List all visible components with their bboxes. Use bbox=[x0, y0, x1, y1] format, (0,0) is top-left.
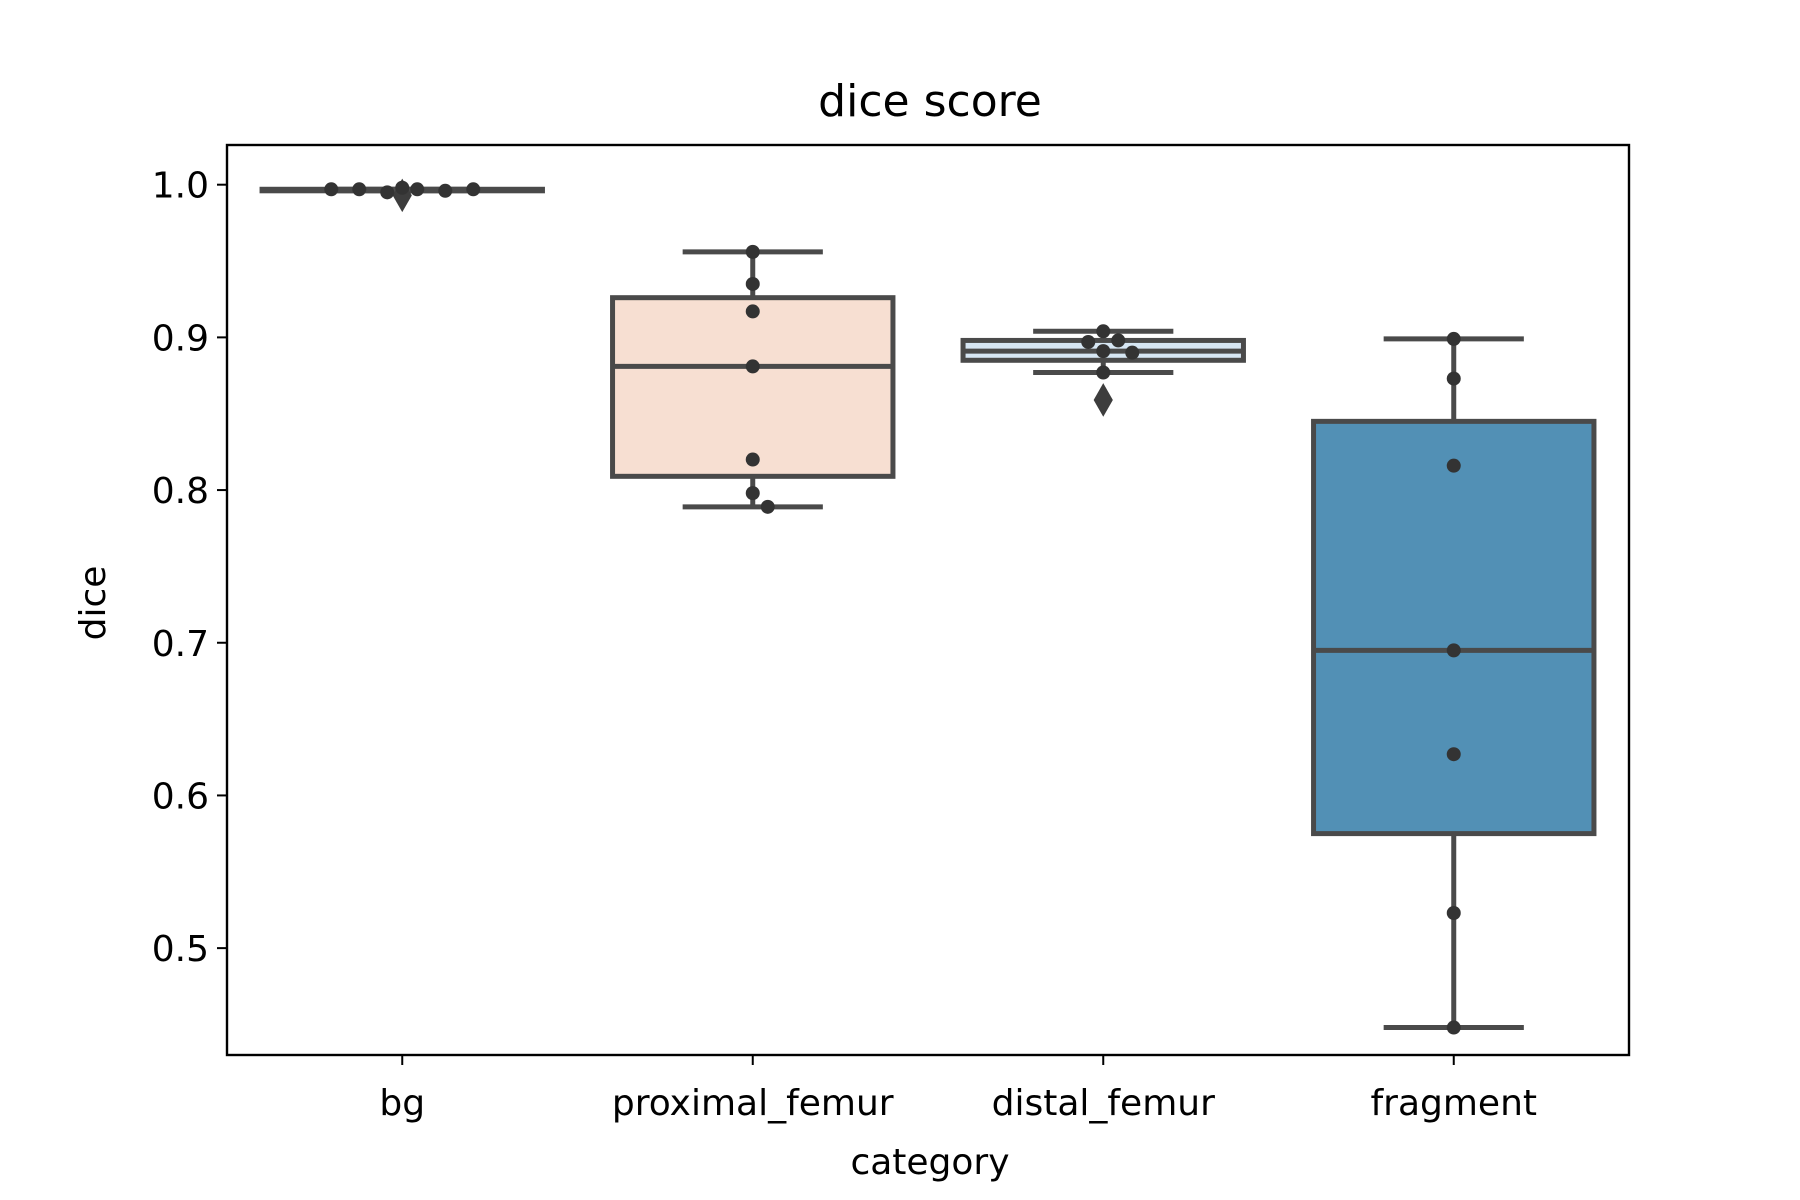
data-point bbox=[745, 244, 760, 259]
data-point bbox=[324, 182, 339, 197]
data-point bbox=[438, 183, 453, 198]
outlier-marker bbox=[1093, 383, 1113, 417]
box-fragment bbox=[1311, 418, 1597, 837]
box-group-bg bbox=[259, 178, 545, 213]
data-point bbox=[1096, 365, 1111, 380]
y-tick-label: 0.9 bbox=[152, 318, 209, 359]
data-point bbox=[1446, 371, 1461, 386]
data-point bbox=[1081, 334, 1096, 349]
data-point bbox=[1446, 643, 1461, 658]
data-point bbox=[745, 452, 760, 467]
boxes-layer bbox=[259, 178, 1597, 1035]
data-point bbox=[745, 304, 760, 319]
y-tick-label: 0.6 bbox=[152, 776, 209, 817]
data-point bbox=[745, 359, 760, 374]
data-point bbox=[1111, 333, 1126, 348]
y-axis-label: dice bbox=[73, 566, 114, 641]
y-tick-label: 0.7 bbox=[152, 624, 209, 665]
y-tick-label: 0.5 bbox=[152, 929, 209, 970]
data-point bbox=[1096, 344, 1111, 359]
y-axis: 0.5 0.6 0.7 0.8 0.9 1.0 bbox=[152, 166, 227, 970]
data-point bbox=[395, 180, 410, 195]
data-point bbox=[745, 276, 760, 291]
box-group-distal-femur bbox=[960, 324, 1246, 417]
y-tick-label: 0.8 bbox=[152, 471, 209, 512]
data-point bbox=[760, 499, 775, 514]
data-point bbox=[466, 182, 481, 197]
data-point bbox=[1446, 458, 1461, 473]
data-point bbox=[1446, 747, 1461, 762]
x-axis: bg proximal_femur distal_femur fragment bbox=[379, 1055, 1537, 1124]
y-tick-label: 1.0 bbox=[152, 166, 209, 207]
data-point bbox=[1446, 1020, 1461, 1035]
data-point bbox=[1446, 331, 1461, 346]
data-point bbox=[745, 486, 760, 501]
x-tick-label-distal-femur: distal_femur bbox=[992, 1083, 1215, 1124]
box-group-fragment bbox=[1311, 331, 1597, 1035]
data-point bbox=[1446, 906, 1461, 921]
data-point bbox=[410, 182, 425, 197]
x-tick-label-bg: bg bbox=[379, 1083, 425, 1124]
data-point bbox=[1125, 345, 1140, 360]
data-point bbox=[1096, 324, 1111, 339]
x-axis-label: category bbox=[850, 1142, 1009, 1183]
data-point bbox=[380, 185, 395, 200]
x-tick-label-proximal-femur: proximal_femur bbox=[612, 1083, 894, 1124]
plot-frame bbox=[225, 143, 1631, 1057]
x-tick-label-fragment: fragment bbox=[1370, 1083, 1537, 1124]
data-point bbox=[352, 182, 367, 197]
chart-title: dice score bbox=[818, 76, 1042, 127]
box-proximal-femur bbox=[610, 295, 896, 479]
box-group-proximal-femur bbox=[610, 244, 896, 514]
